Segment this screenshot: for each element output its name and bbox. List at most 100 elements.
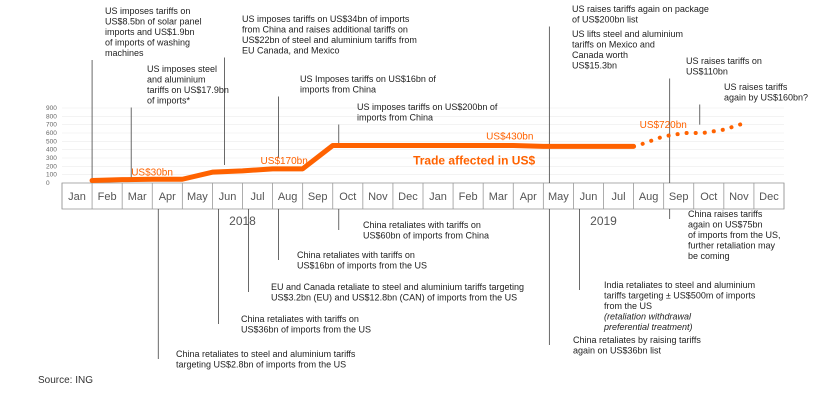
value-label: US$30bn	[131, 168, 173, 179]
annotation-line: US$16bn of imports from the US	[297, 261, 427, 271]
month-label: Aug	[278, 191, 298, 203]
annotation-line: US raises tariffs	[724, 82, 788, 92]
annotation-line: again on US$36bn list	[573, 346, 662, 356]
annotation-line: EU Canada, and Mexico	[242, 46, 340, 56]
annotation-line: China raises tariffs	[688, 209, 763, 219]
annotation-line: China retaliates with tariffs on	[297, 250, 415, 260]
chart-labels: US$30bn US$170bn US$430bn US$720bn Trade aff…	[105, 4, 808, 370]
bottom-annotation: China retaliates with tariffs on US$16bn …	[297, 250, 427, 271]
annotation-line: US raises tariffs again on package	[572, 4, 709, 14]
source-note: Source: ING	[38, 375, 94, 386]
annotation-line: US$15.3bn	[572, 61, 617, 71]
month-label: Jan	[68, 191, 86, 203]
annotation-line: EU and Canada retaliate to steel and alu…	[271, 282, 524, 292]
top-annotation: US imposes steel and aluminium tariffs on …	[147, 64, 229, 106]
year-label: 2018	[229, 214, 256, 228]
annotation-line: US raises tariffs on	[686, 56, 762, 66]
month-label: Nov	[729, 191, 749, 203]
top-annotation: US imposes tariffs on US$200bn of imports…	[357, 102, 498, 123]
bottom-annotation: EU and Canada retaliate to steel and alu…	[271, 282, 524, 303]
annotation-connectors	[91, 26, 701, 359]
annotation-line: imports from China	[357, 113, 433, 123]
y-tick-label: 700	[46, 122, 57, 129]
annotation-line: US$110bn	[686, 67, 728, 77]
bottom-annotation: China retaliates with tariffs on US$36bn …	[241, 314, 371, 335]
month-label: Jun	[580, 191, 598, 203]
month-label: Oct	[339, 191, 356, 203]
annotation-line: US$36bn of imports from the US	[241, 325, 371, 335]
year-label: 2019	[590, 214, 617, 228]
annotation-line: from China and raises additional tariffs…	[242, 25, 408, 35]
value-label: US$430bn	[486, 132, 533, 143]
annotation-line: again by US$160bn?	[724, 93, 808, 103]
month-label: May	[187, 191, 208, 203]
month-label: Sep	[669, 191, 689, 203]
projected-series-line	[640, 121, 747, 146]
annotation-line: US imposes tariffs on US$200bn of	[357, 102, 498, 112]
series-lines	[89, 121, 747, 183]
annotation-line: US$22bn of steel and aluminium tariffs f…	[242, 35, 417, 45]
top-annotation: US raises tariffs again by US$160bn?	[724, 82, 808, 103]
bottom-annotation: China retaliates with tariffs on US$60bn …	[363, 220, 489, 241]
month-label: Jul	[612, 191, 626, 203]
annotation-line: US imposes steel	[147, 64, 217, 74]
month-label: May	[548, 191, 569, 203]
annotation-line: targeting US$2.8bn of imports from the U…	[176, 360, 346, 370]
annotation-line-italic: (retaliation withdrawal	[604, 312, 692, 322]
annotation-line: US$3.2bn (EU) and US$12.8bn (CAN) of imp…	[271, 293, 517, 303]
bottom-annotation: China retaliates to steel and aluminium …	[176, 349, 356, 370]
month-label: Jul	[251, 191, 265, 203]
annotation-line: China retaliates to steel and aluminium …	[176, 349, 356, 359]
annotation-line: of imports from the US,	[688, 230, 781, 240]
top-annotation: US imposes tariffs on US$34bn of imports…	[242, 14, 417, 56]
month-label: Sep	[308, 191, 328, 203]
month-label: Jun	[219, 191, 237, 203]
annotation-line: US$60bn of imports from China	[363, 231, 489, 241]
y-tick-label: 600	[46, 130, 57, 137]
annotation-line: Canada worth	[572, 50, 628, 60]
y-tick-label: 500	[46, 138, 57, 145]
month-label: Feb	[459, 191, 478, 203]
annotation-line: imports and US$1.9bn	[105, 27, 195, 37]
month-label: Feb	[98, 191, 117, 203]
annotation-line: tariffs targeting ± US$500m of imports	[604, 291, 756, 301]
month-label: Aug	[639, 191, 659, 203]
annotation-line: of imports of washing	[105, 38, 190, 48]
y-tick-label: 0	[46, 180, 50, 187]
top-annotation: US lifts steel and aluminium tariffs on M…	[572, 29, 683, 71]
month-label: Oct	[700, 191, 717, 203]
y-tick-label: 200	[46, 163, 57, 170]
month-label: Mar	[128, 191, 147, 203]
annotation-line: and aluminium	[147, 75, 206, 85]
trade-affected-series-line	[89, 143, 637, 183]
y-tick-label: 300	[46, 155, 57, 162]
top-annotation: US Imposes tariffs on US$16bn of imports …	[300, 74, 436, 95]
annotation-line: US lifts steel and aluminium	[572, 29, 683, 39]
annotation-line: US$8.5bn of solar panel	[105, 17, 202, 27]
annotation-line: China retaliates with tariffs on	[363, 220, 481, 230]
month-label: Apr	[159, 191, 176, 203]
month-label: Jan	[429, 191, 447, 203]
annotation-line: tariffs on US$17.9bn	[147, 85, 229, 95]
top-annotation: US imposes tariffs on US$8.5bn of solar p…	[105, 6, 202, 58]
annotation-line: China retaliates with tariffs on	[241, 314, 359, 324]
y-tick-label: 800	[46, 113, 57, 120]
annotation-line: China retaliates by raising tariffs	[573, 335, 701, 345]
month-label: Nov	[368, 191, 388, 203]
bottom-annotation: China retaliates by raising tariffs again…	[573, 335, 701, 356]
annotation-line: US imposes tariffs on	[105, 6, 190, 16]
y-tick-label: 400	[46, 147, 57, 154]
month-label: Mar	[489, 191, 508, 203]
annotation-line: imports from China	[300, 85, 376, 95]
annotation-line: India retaliates to steel and aluminium	[604, 280, 755, 290]
top-annotation: US raises tariffs again on package of US$…	[572, 4, 709, 25]
value-label: US$720bn	[640, 120, 687, 131]
annotation-line: machines	[105, 48, 144, 58]
bottom-annotation: China raises tariffs again on US$75bn of i…	[688, 209, 781, 261]
annotation-line: tariffs on Mexico and	[572, 40, 655, 50]
top-annotation: US raises tariffs on US$110bn	[686, 56, 762, 77]
y-tick-label: 100	[46, 172, 57, 179]
annotation-line: be coming	[688, 251, 730, 261]
annotation-line: US imposes tariffs on US$34bn of imports	[242, 14, 410, 24]
